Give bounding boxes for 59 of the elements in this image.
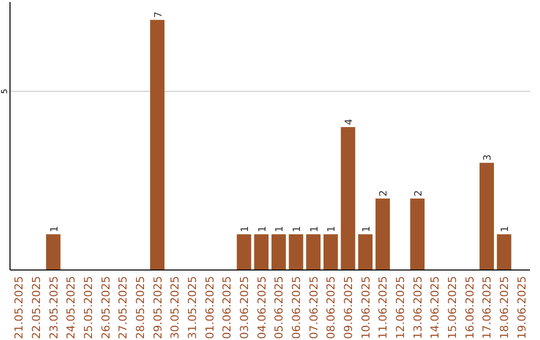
x-tick-label: 01.06.2025	[203, 276, 216, 339]
bar	[376, 198, 390, 270]
data-label: 1	[361, 226, 372, 232]
x-tick-label: 29.05.2025	[151, 276, 164, 339]
bar	[150, 20, 164, 270]
x-tick-label: 30.05.2025	[168, 276, 182, 339]
x-tick-label: 28.05.2025	[134, 276, 147, 339]
data-label: 1	[257, 226, 268, 232]
x-tick-label: 07.06.2025	[307, 276, 320, 339]
data-label: 1	[49, 226, 60, 232]
data-label: 3	[482, 154, 494, 161]
data-label: 7	[153, 11, 164, 18]
x-tick-label: 23.05.2025	[47, 276, 60, 339]
bar	[306, 234, 321, 270]
x-tick-label: 13.06.2025	[411, 276, 424, 339]
x-tick-label: 21.05.2025	[12, 276, 26, 339]
x-tick-label: 10.06.2025	[359, 276, 372, 339]
x-tick-label: 08.06.2025	[324, 276, 338, 339]
data-label: 2	[378, 190, 390, 197]
bar	[480, 162, 494, 270]
bar	[496, 234, 512, 270]
x-tick-label: 31.05.2025	[186, 276, 199, 339]
x-tick-label: 22.05.2025	[30, 276, 43, 339]
data-label: 1	[309, 226, 320, 232]
y-tick-label: 5	[0, 88, 9, 94]
x-tick-label: 27.05.2025	[116, 276, 130, 339]
x-tick-label: 06.06.2025	[290, 276, 304, 339]
bar	[340, 127, 356, 270]
data-label: 1	[326, 226, 338, 232]
x-tick-label: 11.06.2025	[376, 276, 390, 339]
bar	[410, 198, 425, 270]
x-tick-label: 02.06.2025	[220, 276, 234, 339]
x-tick-label: 17.06.2025	[480, 276, 494, 339]
x-tick-label: 14.06.2025	[428, 276, 442, 339]
data-label: 1	[292, 226, 304, 232]
x-tick-label: 19.06.2025	[515, 276, 528, 339]
bar	[323, 234, 338, 270]
data-label: 1	[500, 226, 512, 232]
bar	[288, 234, 304, 270]
data-label: 4	[344, 118, 356, 126]
x-tick-label: 12.06.2025	[394, 276, 408, 339]
bar	[46, 234, 60, 270]
data-label: 1	[240, 226, 251, 232]
x-tick-label: 09.06.2025	[342, 276, 356, 339]
x-tick-label: 03.06.2025	[238, 276, 251, 339]
x-tick-label: 05.06.2025	[272, 276, 286, 339]
bar	[254, 234, 269, 270]
x-tick-label: 24.05.2025	[64, 276, 78, 339]
x-tick-label: 15.06.2025	[446, 276, 460, 339]
x-tick-label: 04.06.2025	[255, 276, 268, 339]
x-tick-label: 25.05.2025	[82, 276, 95, 339]
bar	[358, 234, 373, 270]
bar	[236, 234, 252, 270]
x-tick-label: 26.05.2025	[99, 276, 112, 339]
data-label: 2	[413, 190, 424, 197]
x-tick-label: 18.06.2025	[498, 276, 512, 339]
data-label: 1	[274, 226, 286, 232]
x-tick-label: 16.06.2025	[463, 276, 476, 339]
bar	[271, 234, 286, 270]
